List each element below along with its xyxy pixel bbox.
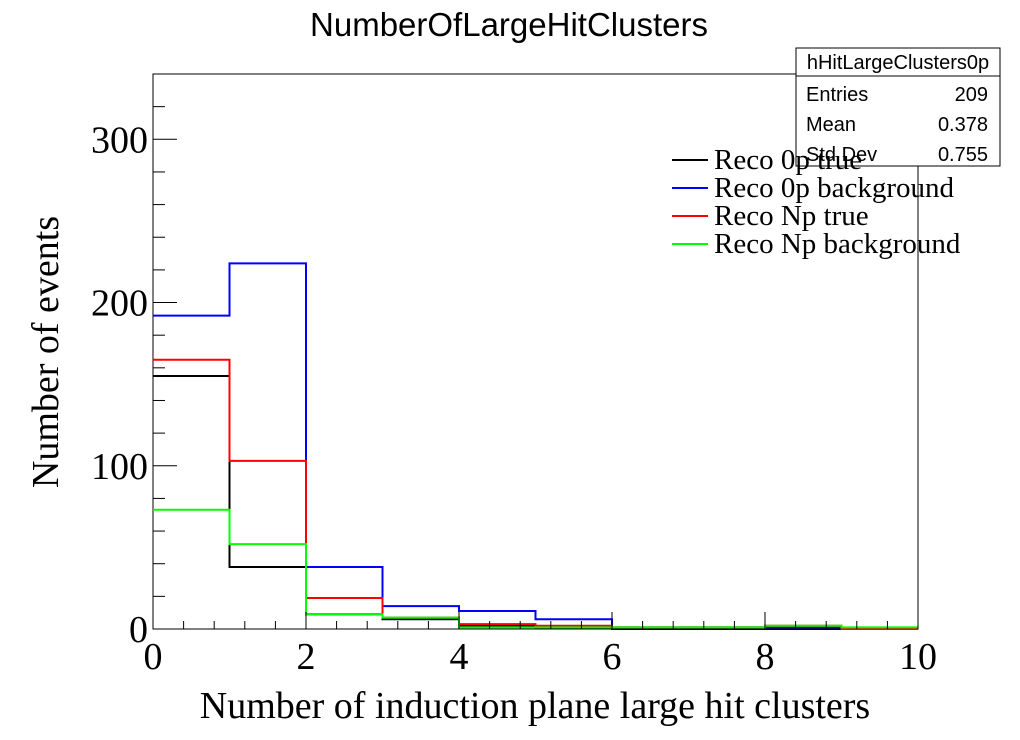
series-line-reco-np-true xyxy=(153,358,918,630)
stats-entries-label: Entries xyxy=(806,84,868,106)
stats-mean-label: Mean xyxy=(806,114,856,136)
plot-frame xyxy=(152,73,919,630)
x-tick-label: 8 xyxy=(756,636,775,678)
x-tick-label: 0 xyxy=(144,636,163,678)
stats-box: hHitLargeClusters0p Entries 209 Mean 0.3… xyxy=(795,47,1001,167)
legend-label-reco-0p-background: Reco 0p background xyxy=(714,172,954,204)
stats-box-frame xyxy=(795,47,1001,167)
series-layer xyxy=(153,262,918,630)
legend-label-reco-np-true: Reco Np true xyxy=(714,200,869,232)
legend-label-reco-0p-true: Reco 0p true xyxy=(714,144,862,176)
x-tick-label: 6 xyxy=(603,636,622,678)
y-tick-label: 100 xyxy=(91,446,148,488)
y-axis-title: Number of events xyxy=(25,216,67,488)
y-tick-label: 200 xyxy=(91,283,148,325)
stats-stddev-value: 0.755 xyxy=(938,144,988,166)
stats-box-name: hHitLargeClusters0p xyxy=(807,52,989,74)
stats-mean-value: 0.378 xyxy=(938,114,988,136)
x-tick-label: 10 xyxy=(899,636,937,678)
legend-label-reco-np-background: Reco Np background xyxy=(714,228,961,260)
series-line-reco-0p-true xyxy=(153,375,918,630)
stats-entries-value: 209 xyxy=(955,84,988,106)
plot-area-border xyxy=(152,73,919,630)
series-line-reco-0p-background xyxy=(153,262,918,630)
legend: Reco 0p true Reco 0p background Reco Np … xyxy=(672,144,961,260)
x-tick-label: 2 xyxy=(297,636,316,678)
y-tick-label: 300 xyxy=(91,119,148,161)
chart-title: NumberOfLargeHitClusters xyxy=(310,6,708,43)
stats-stddev-label: Std Dev xyxy=(806,144,877,166)
series-line-reco-np-background xyxy=(153,508,918,629)
y-tick-label: 0 xyxy=(129,609,148,651)
x-axis-title: Number of induction plane large hit clus… xyxy=(200,685,870,727)
x-tick-label: 4 xyxy=(450,636,469,678)
